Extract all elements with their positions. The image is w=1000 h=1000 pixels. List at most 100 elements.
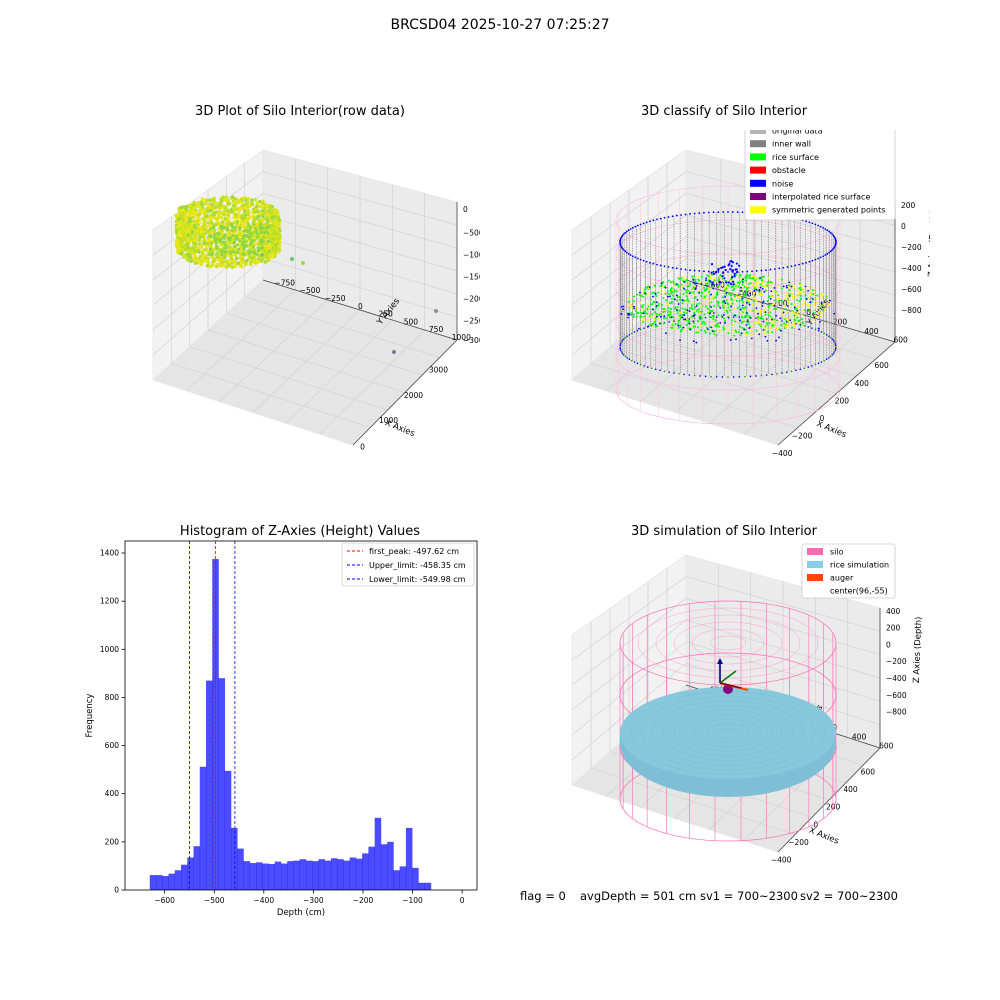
raw-point: [190, 230, 195, 234]
rice-surface-point: [741, 306, 744, 309]
rice-surface-point: [793, 308, 796, 311]
raw-point: [270, 255, 274, 259]
noise-point: [642, 222, 645, 225]
raw-point: [265, 212, 270, 217]
rice-surface-point: [673, 327, 676, 330]
noise-point: [622, 308, 625, 311]
rice-surface-point: [752, 280, 755, 283]
rice-surface-point: [777, 297, 780, 300]
noise-point: [758, 333, 761, 336]
rice-mesh-ring: [684, 714, 772, 752]
rice-surface-point: [637, 312, 640, 315]
rice-surface-point: [665, 299, 668, 302]
rice-surface-point: [662, 286, 665, 289]
noise-point: [814, 258, 817, 261]
rice-surface-point: [766, 284, 769, 287]
rice-surface-point: [784, 307, 787, 310]
rice-surface-point: [722, 328, 725, 331]
lower-wall-point: [732, 316, 735, 318]
raw-point: [246, 197, 251, 201]
rice-surface-point: [764, 313, 767, 316]
raw-point: [193, 261, 198, 265]
lower-wall-point: [721, 316, 724, 318]
histogram-bar: [212, 559, 219, 890]
lower-wall-point: [721, 376, 724, 378]
noise-point: [677, 324, 680, 327]
raw-point: [202, 241, 206, 246]
rice-surface-point: [672, 281, 675, 284]
noise-point: [755, 307, 758, 310]
rice-surface-point: [769, 280, 772, 283]
rice-surface-point: [687, 300, 690, 303]
rice-surface-point: [745, 287, 748, 290]
histogram-bar: [355, 858, 363, 890]
rice-surface-point: [775, 307, 778, 310]
noise-point: [724, 302, 727, 305]
rice-surface-point: [651, 313, 654, 316]
rice-surface-point: [749, 281, 752, 284]
x-axis-label: X Axies: [815, 419, 848, 440]
noise-point: [710, 271, 713, 274]
rice-surface-point: [774, 299, 777, 302]
histogram-bar: [418, 882, 425, 890]
rice-surface-point: [703, 313, 706, 316]
rice-surface-point: [716, 325, 719, 328]
grid-line: [152, 258, 264, 356]
noise-point: [693, 314, 696, 316]
raw-point: [200, 197, 205, 201]
grid-line: [571, 258, 687, 356]
noise-point: [824, 228, 827, 230]
rice-surface-point: [781, 309, 784, 312]
raw-point: [216, 231, 220, 235]
lower-wall-point: [835, 344, 837, 347]
rice-surface-point: [731, 299, 734, 302]
rice-surface-point: [820, 296, 823, 299]
raw-point: [209, 241, 213, 245]
noise-point: [627, 313, 630, 316]
histogram-bar: [412, 867, 419, 890]
raw-point: [222, 212, 226, 217]
noise-point: [692, 340, 695, 343]
rice-surface-point: [700, 286, 703, 289]
rice-surface-point: [791, 296, 794, 299]
raw-point: [220, 227, 224, 231]
noise-point: [808, 260, 811, 263]
noise-point: [619, 241, 621, 243]
rice-surface-point: [791, 326, 794, 329]
rice-surface-point: [677, 277, 680, 280]
rice-surface-point: [796, 299, 799, 302]
raw-point: [209, 234, 213, 238]
noise-point: [669, 295, 671, 298]
rice-surface-point: [749, 290, 752, 293]
noise-point: [727, 281, 730, 284]
z-tick-label: −800: [886, 708, 907, 717]
rice-surface-point: [698, 311, 701, 314]
rice-surface-point: [653, 311, 656, 314]
rice-surface-point: [745, 274, 748, 277]
noise-point: [732, 283, 735, 286]
noise-point: [794, 264, 797, 267]
raw-point: [223, 250, 227, 254]
rice-surface-point: [725, 309, 728, 312]
lower-wall-point: [776, 372, 778, 375]
rice-surface-point: [816, 294, 819, 297]
noise-point: [811, 259, 814, 262]
rice-surface-point: [821, 312, 824, 315]
rice-surface-point: [799, 290, 802, 293]
rice-surface-point: [771, 331, 774, 334]
rice-surface-point: [759, 325, 762, 328]
rice-surface-point: [698, 302, 701, 305]
rice-surface-point: [682, 293, 685, 296]
rice-surface-point: [681, 328, 684, 331]
noise-point: [675, 308, 678, 311]
noise-point: [716, 283, 718, 286]
noise-point: [723, 265, 726, 268]
rice-surface-point: [712, 295, 715, 298]
z-tick-label: 0: [463, 205, 468, 214]
raw-point: [230, 228, 234, 233]
lower-wall-point: [807, 326, 810, 328]
raw-point: [264, 227, 268, 231]
noise-point: [675, 294, 678, 297]
rice-surface-point: [797, 315, 800, 318]
rice-surface-point: [628, 304, 631, 307]
